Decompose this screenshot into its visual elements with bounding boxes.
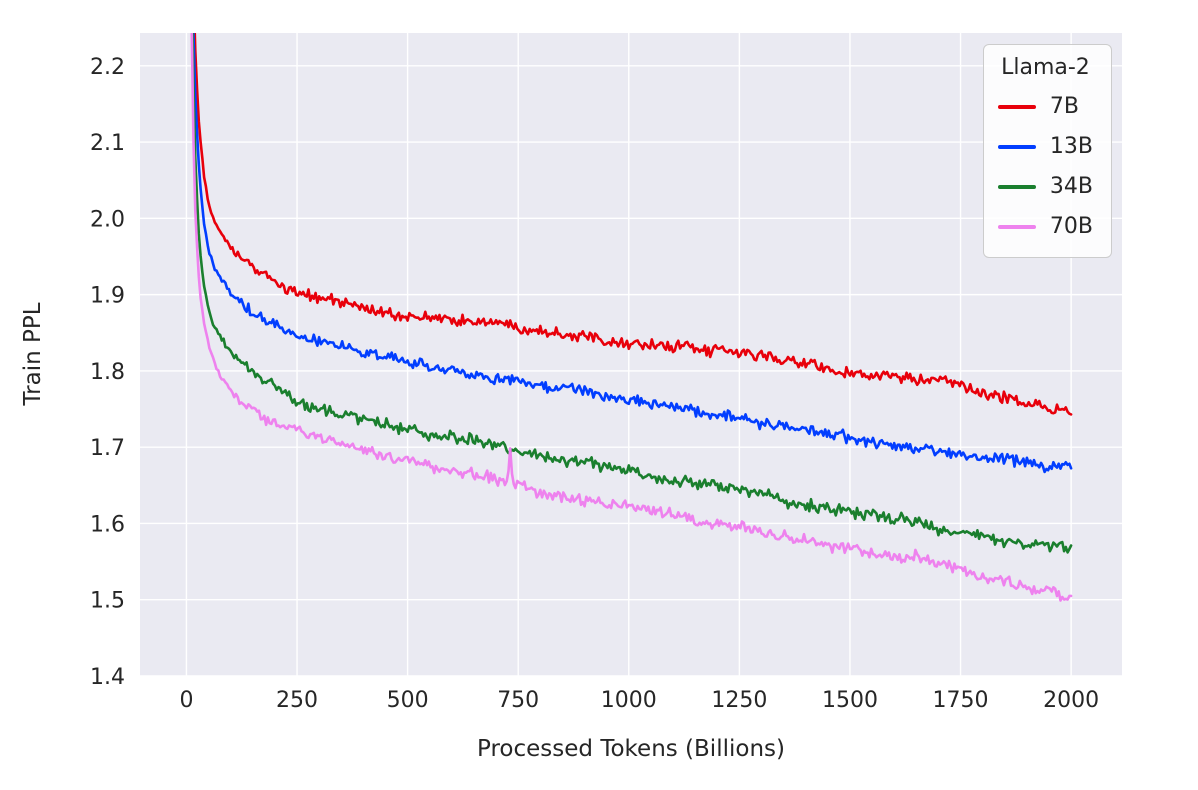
legend-item-13B: 13B [997, 127, 1093, 167]
series-line-34B [191, 33, 1073, 554]
x-tick-label: 1750 [933, 688, 989, 713]
legend-label: 7B [1049, 94, 1079, 119]
legend-line-swatch [997, 225, 1036, 229]
x-tick-label: 1250 [711, 688, 767, 713]
legend-item-34B: 34B [997, 167, 1093, 207]
y-axis-label: Train PPL [20, 302, 46, 406]
legend-line-swatch [997, 185, 1036, 189]
legend-line-swatch [997, 145, 1036, 149]
y-tick-label: 1.4 [90, 665, 125, 690]
x-tick-label: 1000 [601, 688, 657, 713]
x-tick-label: 250 [276, 688, 318, 713]
y-tick-label: 2.0 [90, 207, 125, 232]
x-tick-label: 1500 [822, 688, 878, 713]
series-lines [190, 33, 1073, 602]
legend-item-7B: 7B [997, 87, 1093, 127]
legend: Llama-2 7B 13B 34B 70B [982, 44, 1112, 258]
series-line-70B [190, 33, 1073, 602]
y-tick-label: 1.8 [90, 360, 125, 385]
y-tick-label: 1.5 [90, 589, 125, 614]
y-tick-label: 2.1 [90, 131, 125, 156]
x-tick-label: 2000 [1043, 688, 1099, 713]
y-tick-label: 1.9 [90, 284, 125, 309]
tick-labels: 0 250 500 750 1000 1250 1500 1750 2000 1.4 1.5 1.6 1… [90, 55, 1099, 713]
y-tick-label: 1.7 [90, 436, 125, 461]
legend-item-70B: 70B [997, 207, 1093, 247]
legend-title: Llama-2 [1001, 55, 1090, 80]
x-tick-label: 500 [387, 688, 429, 713]
series-line-7B [193, 33, 1073, 416]
legend-line-swatch [997, 105, 1036, 109]
plot-background [140, 33, 1122, 676]
legend-label: 34B [1049, 174, 1093, 199]
legend-items: 7B 13B 34B 70B [997, 87, 1093, 247]
plot-area [140, 33, 1122, 677]
x-axis-label: Processed Tokens (Billions) [477, 736, 785, 762]
y-tick-label: 1.6 [90, 512, 125, 537]
y-tick-label: 2.2 [90, 55, 125, 80]
series-line-13B [192, 33, 1073, 474]
legend-label: 13B [1049, 134, 1093, 159]
x-tick-label: 750 [497, 688, 539, 713]
legend-label: 70B [1049, 214, 1093, 239]
x-tick-label: 0 [179, 688, 193, 713]
